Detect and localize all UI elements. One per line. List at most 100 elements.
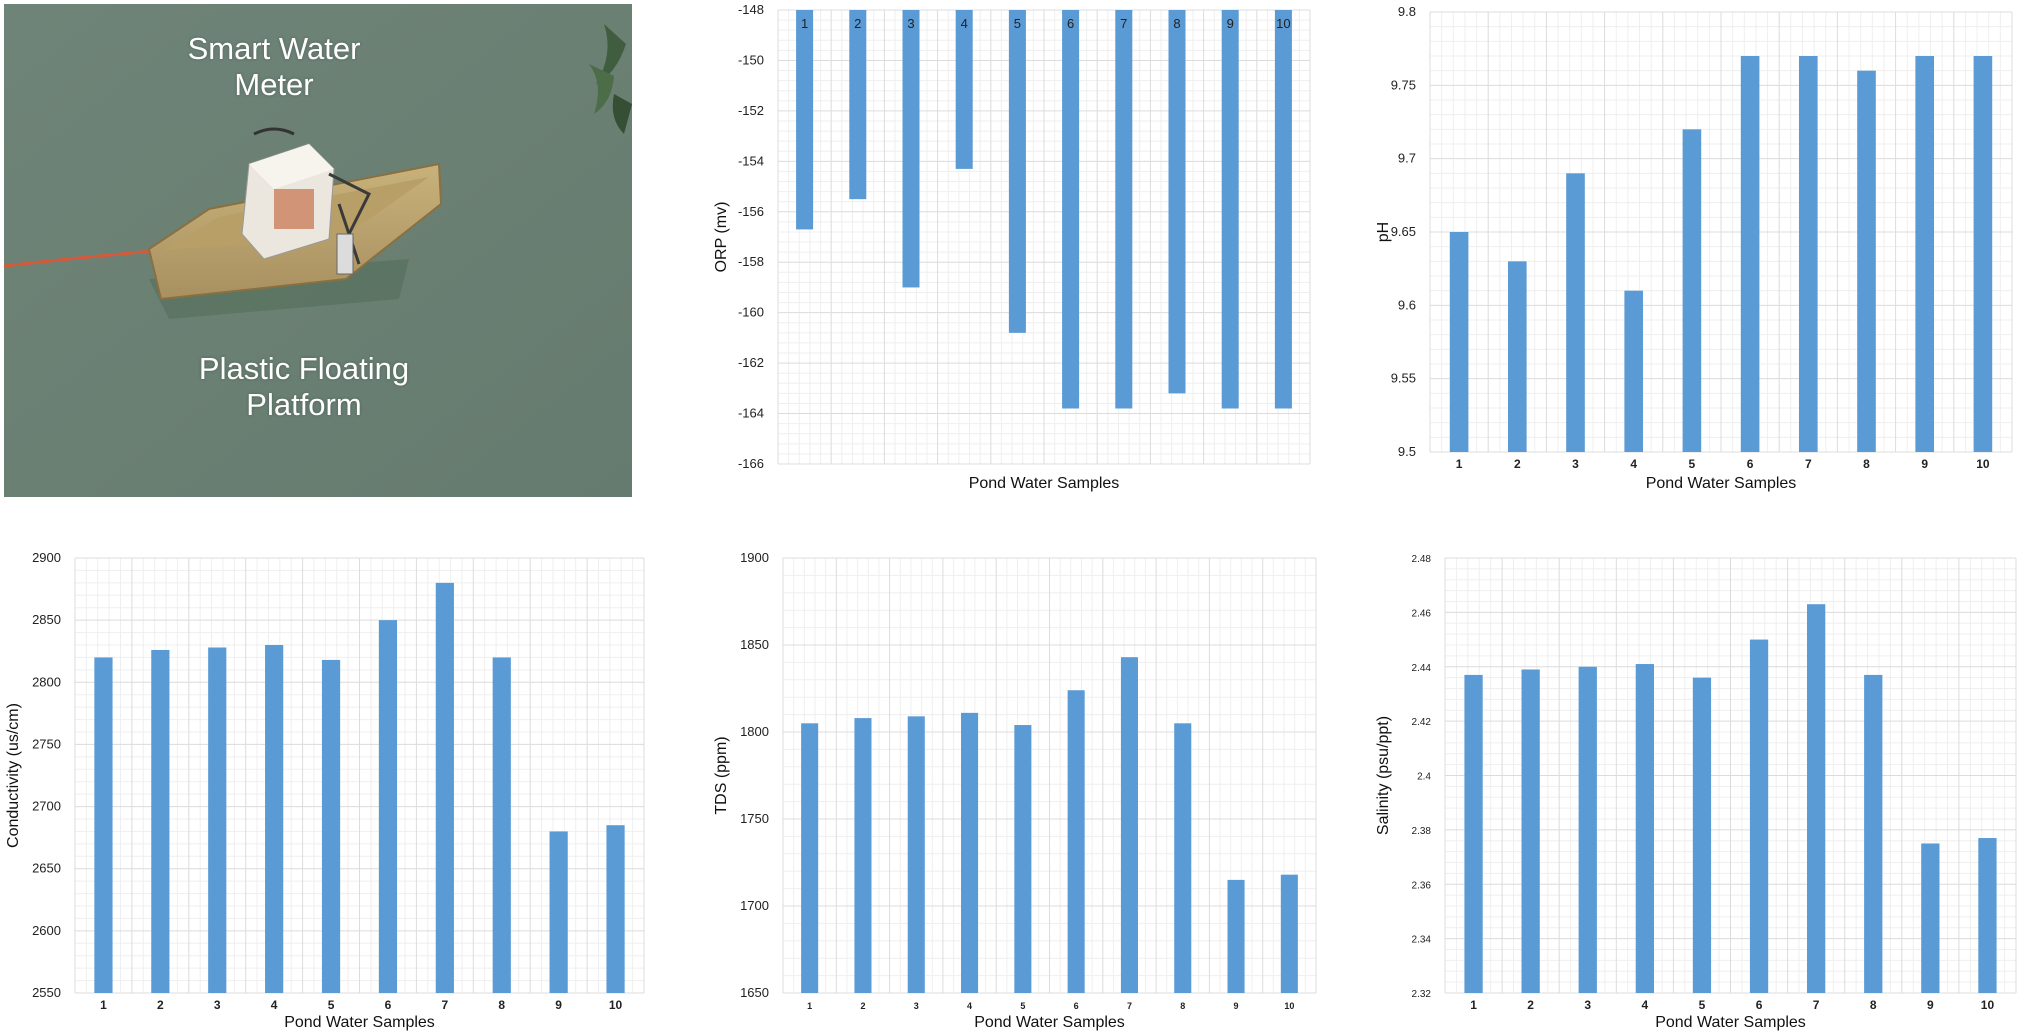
conductivity-ytick-label: 2850	[32, 612, 61, 627]
orp-bar-category-label: 10	[1276, 16, 1290, 31]
orp-y-axis-label: ORP (mv)	[713, 202, 730, 273]
orp-svg: -148 -150 -152 -154 -156 -158 -160 -162 -164 -166…	[713, 2, 1311, 492]
tds-bar	[854, 718, 872, 993]
photo-label-meter-line2: Meter	[234, 67, 314, 102]
conductivity-xtick-label: 7	[442, 998, 449, 1012]
salinity-xtick-label: 9	[1927, 998, 1934, 1012]
salinity-y-axis-label: Salinity (psu/ppt)	[1375, 716, 1392, 835]
orp-ytick-label: -164	[738, 406, 764, 421]
photo-label-meter: Smart Water Meter	[124, 31, 424, 103]
conductivity-x-axis-label: Pond Water Samples	[284, 1014, 435, 1031]
ph-bar	[1915, 56, 1935, 452]
orp-bar-category-label: 7	[1120, 16, 1127, 31]
tds-bar	[1120, 657, 1138, 993]
photo-label-platform-line1: Plastic Floating	[198, 351, 410, 386]
conductivity-xtick-label: 9	[555, 998, 562, 1012]
photo-label-meter-line1: Smart Water	[187, 31, 361, 66]
tds-gridlines	[782, 557, 1317, 994]
tds-ytick-label: 1700	[740, 898, 769, 913]
pond-photo	[4, 4, 632, 497]
chart-tds: 1650 1700 1750 1800 1850 1900 1 2 3 4 5 6 7 8 9 10 Pond …	[708, 550, 1330, 1033]
conductivity-bar	[492, 657, 511, 993]
ph-ytick-label: 9.6	[1398, 297, 1416, 312]
salinity-ytick-label: 2.36	[1412, 880, 1432, 891]
conductivity-xtick-label: 4	[271, 998, 278, 1012]
conductivity-bar	[151, 649, 170, 993]
orp-bar	[1274, 10, 1292, 409]
photo-smart-water-meter: Smart Water Meter Plastic Floating Platf…	[4, 4, 632, 497]
ph-xtick-label: 4	[1630, 457, 1637, 471]
ph-x-axis-label: Pond Water Samples	[1646, 475, 1797, 492]
salinity-ytick-label: 2.48	[1412, 554, 1432, 565]
ph-xtick-label: 9	[1921, 457, 1928, 471]
ph-y-axis-label: pH	[1375, 222, 1392, 242]
orp-bar-category-label: 9	[1227, 16, 1234, 31]
conductivity-bar	[208, 647, 227, 993]
ph-xtick-label: 5	[1689, 457, 1696, 471]
salinity-xtick-label: 10	[1981, 998, 1995, 1012]
tds-bar	[961, 712, 979, 993]
ph-bar	[1973, 56, 1993, 452]
tds-ytick-label: 1900	[740, 550, 769, 565]
ph-ytick-label: 9.55	[1391, 371, 1416, 386]
conductivity-ytick-label: 2650	[32, 861, 61, 876]
salinity-ytick-label: 2.34	[1412, 935, 1432, 946]
ph-xtick-label: 7	[1805, 457, 1812, 471]
conductivity-ytick-label: 2700	[32, 799, 61, 814]
salinity-xtick-label: 7	[1813, 998, 1820, 1012]
ph-ytick-label: 9.75	[1391, 77, 1416, 92]
salinity-ytick-label: 2.42	[1412, 717, 1432, 728]
salinity-bar	[1635, 664, 1654, 993]
ph-bar	[1740, 56, 1760, 452]
orp-bar-category-label: 8	[1173, 16, 1180, 31]
tds-bar	[801, 723, 819, 993]
tds-xtick-label: 2	[860, 1001, 865, 1011]
orp-bar-category-label: 2	[854, 16, 861, 31]
orp-ytick-label: -154	[738, 153, 764, 168]
orp-bar	[1168, 10, 1186, 394]
orp-ytick-label: -166	[738, 456, 764, 471]
tds-bar	[1280, 874, 1298, 993]
ph-ytick-label: 9.8	[1398, 4, 1416, 19]
orp-ytick-label: -156	[738, 204, 764, 219]
salinity-xtick-label: 2	[1527, 998, 1534, 1012]
orp-ytick-label: -148	[738, 2, 764, 17]
orp-bar-category-label: 6	[1067, 16, 1074, 31]
tds-xtick-label: 4	[967, 1001, 972, 1011]
tds-bar	[907, 716, 925, 993]
tds-xtick-label: 6	[1074, 1001, 1079, 1011]
salinity-svg: 2.32 2.34 2.36 2.38 2.4 2.42 2.44 2.46 2.48 1 2 3 4 5…	[1375, 554, 2017, 1031]
orp-bar-category-label: 5	[1014, 16, 1021, 31]
orp-ytick-label: -162	[738, 355, 764, 370]
tds-bar	[1227, 879, 1245, 993]
conductivity-bar	[94, 657, 113, 993]
chart-ph: 9.5 9.55 9.6 9.65 9.7 9.75 9.8 1 2 3 4 5 6 7 8 9 10 Pond …	[1370, 4, 2028, 494]
salinity-ytick-label: 2.4	[1417, 772, 1431, 783]
tds-xtick-label: 7	[1127, 1001, 1132, 1011]
ph-bar	[1566, 173, 1585, 453]
ph-bar	[1624, 290, 1644, 452]
orp-bar	[1221, 10, 1239, 409]
salinity-ytick-label: 2.38	[1412, 826, 1432, 837]
tds-svg: 1650 1700 1750 1800 1850 1900 1 2 3 4 5 6 7 8 9 10 Pond …	[713, 550, 1317, 1031]
conductivity-bar	[435, 582, 454, 993]
ph-ytick-label: 9.65	[1391, 224, 1416, 239]
orp-ytick-label: -150	[738, 52, 764, 67]
orp-ytick-label: -152	[738, 103, 764, 118]
salinity-bar	[1978, 838, 1997, 993]
salinity-bar	[1864, 674, 1883, 993]
conductivity-ytick-label: 2600	[32, 923, 61, 938]
ph-bar	[1507, 261, 1527, 452]
tds-bar	[1014, 725, 1032, 993]
orp-bar	[902, 10, 920, 288]
tds-ytick-label: 1650	[740, 985, 769, 1000]
photo-label-platform: Plastic Floating Platform	[154, 351, 454, 423]
ph-svg: 9.5 9.55 9.6 9.65 9.7 9.75 9.8 1 2 3 4 5 6 7 8 9 10 Pond …	[1375, 4, 2013, 492]
conductivity-y-axis-label: Conductivity (us/cm)	[5, 703, 22, 848]
salinity-xtick-label: 5	[1699, 998, 1706, 1012]
smart-water-meter-device	[241, 127, 372, 275]
tds-xtick-label: 5	[1020, 1001, 1025, 1011]
orp-bar	[955, 10, 973, 169]
salinity-xtick-label: 4	[1642, 998, 1649, 1012]
conductivity-bar	[606, 825, 625, 993]
